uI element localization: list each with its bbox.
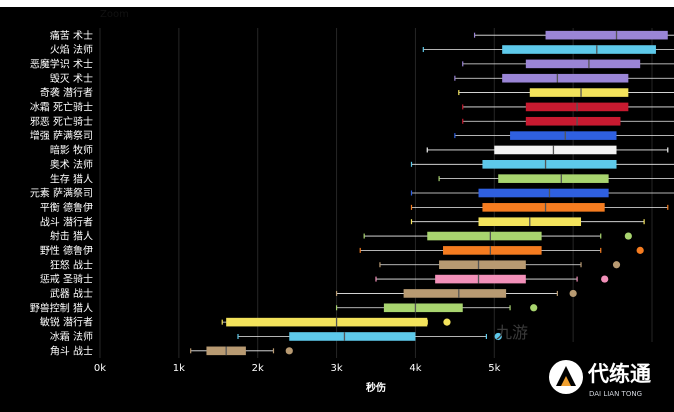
box-iqr [289,332,416,341]
y-category-label: 恶魔学识 术士 [30,57,93,70]
y-category-label: 野兽控制 猎人 [30,301,93,314]
box-iqr [443,246,542,255]
y-category-label: 冰霜 法师 [50,330,93,343]
box-iqr [435,274,526,284]
y-category-label: 野性 德鲁伊 [40,244,93,257]
y-category-label: 暗影 牧师 [50,144,93,157]
box-series[interactable] [375,274,609,284]
box-iqr [494,145,617,155]
box-series[interactable] [410,160,674,169]
box-iqr [403,289,507,298]
watermark-sub-text: DAI LIAN TONG [589,390,642,398]
box-iqr [525,59,641,69]
outlier-point [624,232,632,240]
y-category-label: 射击 猎人 [50,230,93,243]
y-category-label: 战斗 潜行者 [40,215,93,228]
box-series[interactable] [237,332,502,341]
watermark-logo-icon [549,360,583,394]
y-category-label: 武器 战士 [50,287,93,300]
box-series[interactable] [190,346,293,356]
boxes [190,30,674,356]
box-iqr [226,317,428,327]
box-iqr [502,45,656,54]
box-series[interactable] [462,59,674,69]
watermark-main-text: 代练通 [587,362,651,386]
x-tick-label: 5k [488,363,500,374]
x-tick-label: 2k [252,363,264,374]
box-iqr [545,30,668,40]
watermark: 九游 代练通 DAI LIAN TONG [496,323,674,412]
y-category-label: 元素 萨满祭司 [30,187,93,200]
y-category-label: 狂怒 战士 [50,258,93,271]
box-series[interactable] [410,203,674,212]
box-iqr [482,160,617,169]
box-series[interactable] [410,188,674,198]
x-tick-label: 1k [173,363,185,374]
outlier-point [443,318,451,326]
box-iqr [498,174,609,183]
box-series[interactable] [454,73,674,83]
x-tick-label: 0k [94,363,106,374]
box-iqr [482,203,605,212]
box-series[interactable] [363,231,632,241]
outlier-point [636,246,644,254]
y-category-label: 奇袭 潜行者 [40,86,93,99]
box-series[interactable] [410,217,674,226]
box-iqr [427,231,542,241]
x-axis-title: 秒伤 [366,381,386,394]
outlier-point [601,275,609,283]
y-category-label: 痛苦 术士 [50,29,93,42]
box-series[interactable] [359,246,644,255]
x-tick-label: 3k [330,363,342,374]
box-series[interactable] [335,289,577,298]
box-series[interactable] [335,303,538,313]
box-series[interactable] [422,45,674,54]
y-category-label: 毁灭 术士 [50,72,93,85]
outlier-point [285,347,293,355]
y-category-label: 奥术 法师 [50,158,93,171]
y-category-label: 角斗 战士 [50,344,93,357]
x-tick-label: 4k [409,363,421,374]
box-series[interactable] [473,30,674,40]
box-iqr [529,88,629,97]
y-category-label: 邪恶 死亡骑士 [30,115,93,128]
box-iqr [439,260,526,270]
box-series[interactable] [462,116,674,126]
box-iqr [502,73,629,83]
y-category-label: 火焰 法师 [50,43,93,56]
box-iqr [525,116,621,126]
zoom-label[interactable]: Zoom [100,9,129,20]
box-series[interactable] [454,131,674,140]
y-category-label: 敏锐 潜行者 [40,316,93,329]
y-category-label: 平衡 德鲁伊 [40,201,93,214]
y-category-label: 生存 猎人 [50,172,93,185]
outlier-point [569,289,577,298]
box-series[interactable] [462,102,674,112]
y-category-label: 惩戒 圣骑士 [40,273,93,286]
box-series[interactable] [379,260,621,270]
outlier-point [530,304,538,312]
box-iqr [510,131,617,140]
box-series[interactable] [458,88,674,97]
box-series[interactable] [426,145,674,155]
box-iqr [478,188,609,198]
outlier-point [612,261,621,269]
y-category-label: 冰霜 死亡骑士 [30,101,93,114]
watermark-faint-text: 九游 [496,323,528,342]
y-category-label: 增强 萨满祭司 [30,129,93,142]
box-iqr [383,303,463,313]
top-white-margin [0,0,674,7]
box-series[interactable] [221,317,451,327]
outlier-point [494,332,502,341]
box-series[interactable] [438,174,674,183]
